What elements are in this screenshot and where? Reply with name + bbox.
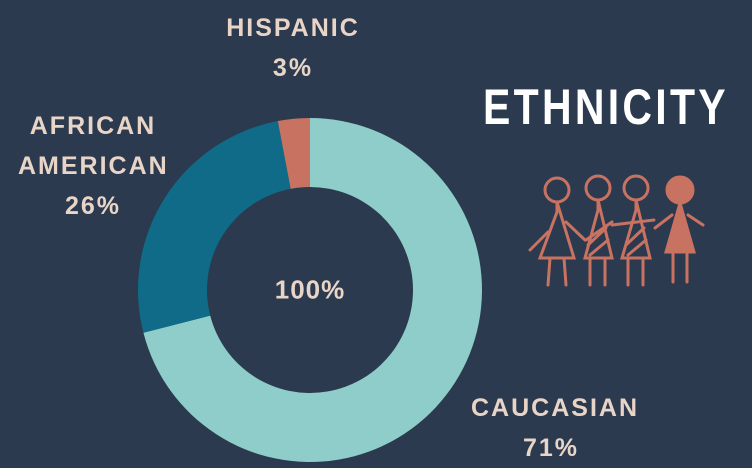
slice-label: HISPANIC 3%	[213, 8, 373, 88]
value-label: 26%	[64, 192, 122, 220]
slice	[137, 121, 291, 333]
value-label: 71%	[522, 434, 580, 462]
slice-label: AFRICAN AMERICAN 26%	[18, 106, 168, 226]
value-label: 3%	[272, 54, 314, 82]
slice-label: CAUCASIAN 71%	[471, 388, 639, 468]
slice	[143, 118, 483, 462]
category-label: CAUCASIAN	[471, 394, 639, 422]
category-label: HISPANIC	[226, 14, 360, 42]
center-label: 100%	[274, 274, 346, 305]
chart-title: ETHNICITY	[483, 79, 729, 135]
slice	[277, 118, 310, 189]
people-icon	[528, 174, 705, 287]
category-label: AFRICAN AMERICAN	[18, 112, 169, 180]
